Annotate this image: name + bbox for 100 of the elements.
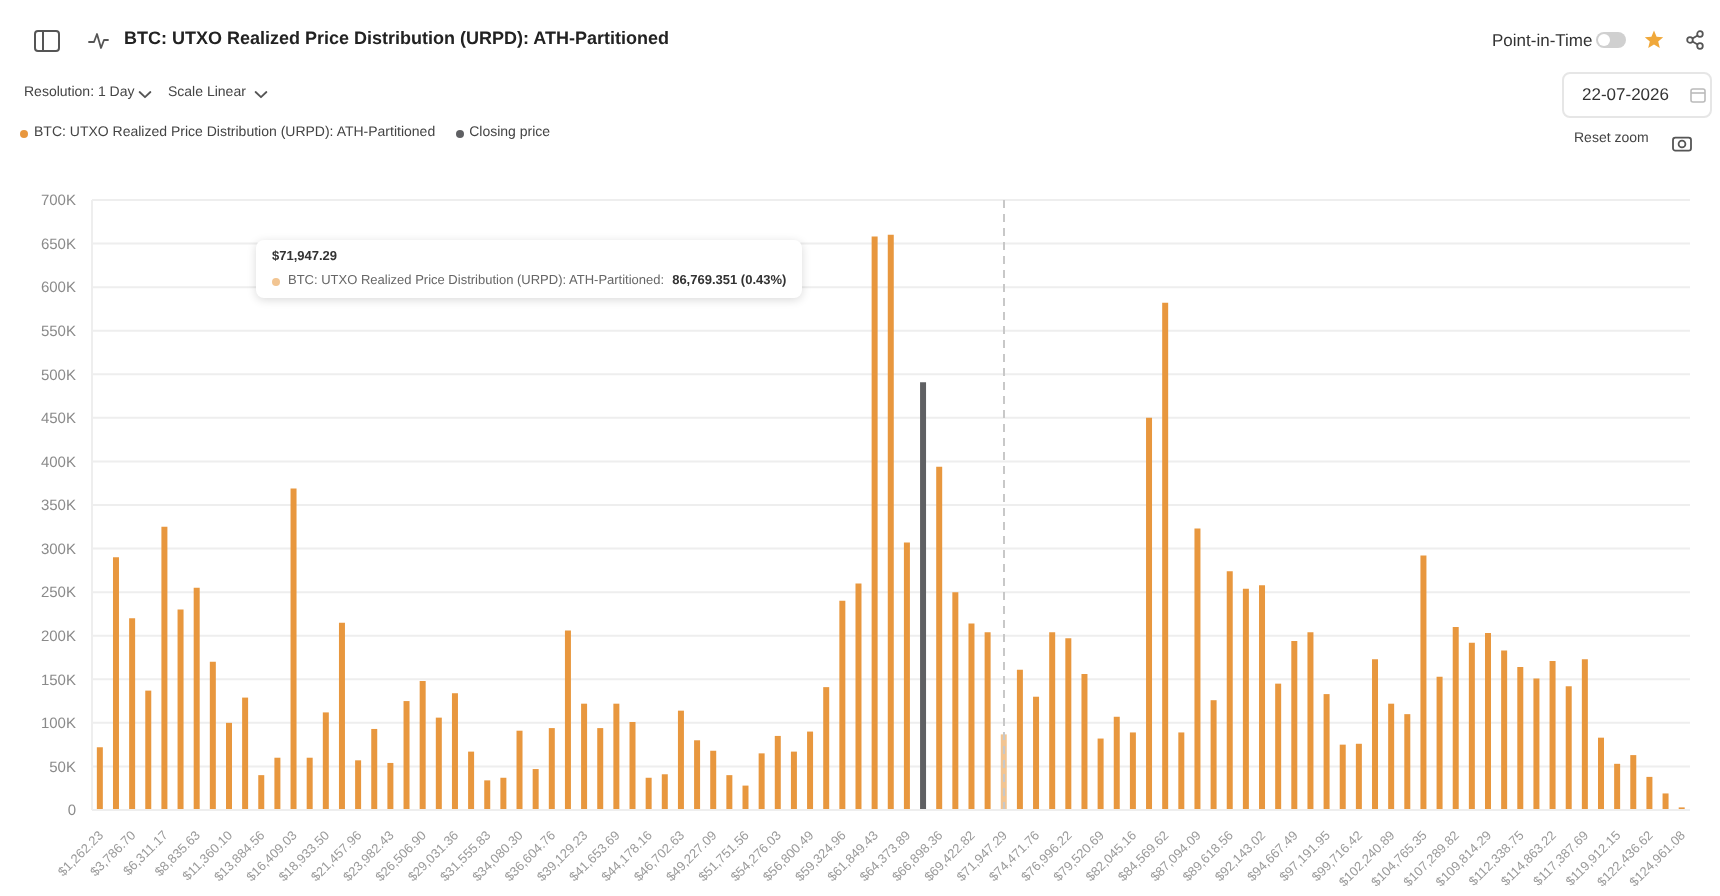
bar: [694, 740, 701, 810]
bar: [193, 587, 200, 810]
bar: [274, 757, 281, 810]
bar: [1259, 585, 1266, 810]
bar: [1210, 700, 1217, 810]
bar: [758, 753, 765, 810]
bar: [726, 775, 733, 810]
bar: [581, 703, 588, 810]
bar: [1129, 732, 1136, 810]
bar: [1501, 650, 1508, 810]
bar: [855, 583, 862, 810]
bar: [645, 777, 652, 810]
bar: [774, 735, 781, 810]
bar: [371, 728, 378, 810]
bar: [1662, 793, 1669, 810]
bar: [177, 609, 184, 810]
bar: [1113, 716, 1120, 810]
bar: [1081, 674, 1088, 810]
bar: [1275, 683, 1282, 810]
bar: [145, 690, 152, 810]
bar: [984, 632, 991, 810]
bar: [1162, 302, 1169, 810]
bar: [338, 622, 345, 810]
bar: [1146, 417, 1153, 810]
bar: [1178, 732, 1185, 810]
bar: [887, 234, 894, 810]
bar: [629, 721, 636, 810]
bar: [1565, 686, 1572, 810]
bar: [258, 775, 265, 810]
bar: [790, 751, 797, 810]
bar: [112, 557, 119, 810]
bar: [1065, 638, 1072, 810]
bar: [451, 693, 458, 810]
bar: [839, 600, 846, 810]
bar: [1614, 763, 1621, 810]
bar: [1049, 632, 1056, 810]
bar: [435, 717, 442, 810]
bar: [597, 728, 604, 810]
bar: [952, 592, 959, 810]
text: 22-07-2026: [1582, 83, 1669, 103]
bar: [1468, 642, 1475, 810]
bar: [1485, 633, 1491, 810]
bar: [1372, 659, 1379, 810]
bar: [1016, 669, 1023, 810]
bar: [903, 542, 910, 810]
bar: [516, 730, 523, 810]
bar: [1388, 703, 1395, 810]
bar: [1597, 737, 1604, 810]
bar: [742, 785, 749, 810]
bar: [1436, 676, 1443, 810]
bar: [1226, 571, 1233, 810]
bar: [322, 712, 329, 810]
bar: [1533, 678, 1540, 810]
bar: [1452, 627, 1459, 810]
bar: [1646, 776, 1653, 810]
bar: [161, 526, 168, 810]
bar: [468, 751, 475, 810]
bar: [225, 722, 232, 810]
bar: [677, 710, 684, 810]
bar: [129, 618, 136, 810]
bar: [1307, 632, 1314, 810]
bar: [306, 757, 313, 810]
bar: [96, 747, 103, 810]
bar: [936, 466, 943, 810]
bar: [1355, 743, 1362, 810]
bar: [1581, 659, 1588, 810]
bar: [1291, 640, 1298, 810]
bar: [242, 697, 249, 810]
bar: [209, 661, 216, 810]
bar: [1242, 588, 1249, 810]
bar: [403, 701, 410, 810]
bar: [823, 687, 830, 810]
bar: [1339, 744, 1346, 810]
bar: [484, 780, 491, 810]
bar: [1194, 528, 1201, 810]
bar: [613, 703, 620, 810]
chart-title: BTC: UTXO Realized Price Distribution (URPD): ATH-Partitioned: [124, 28, 670, 48]
bar: [355, 760, 362, 810]
text: Point-in-Time: [1492, 30, 1593, 50]
bar: [1323, 694, 1330, 810]
bar: [564, 630, 571, 810]
bar: [387, 762, 394, 810]
bar: [500, 777, 507, 810]
bar: [290, 488, 297, 810]
bar: [1517, 667, 1524, 810]
bar: [1097, 738, 1104, 810]
bar: [920, 382, 927, 810]
bar: [871, 236, 878, 810]
bar: [661, 774, 668, 810]
bar: [532, 769, 539, 810]
bar: [968, 623, 975, 810]
bar: [1549, 660, 1556, 810]
bar: [710, 750, 717, 810]
bar: [807, 731, 814, 810]
bar: [1033, 696, 1040, 810]
bar: [1630, 755, 1637, 810]
bar: [1404, 714, 1411, 810]
bar: [1420, 555, 1427, 810]
bar: [548, 728, 555, 810]
bar: [419, 681, 426, 810]
